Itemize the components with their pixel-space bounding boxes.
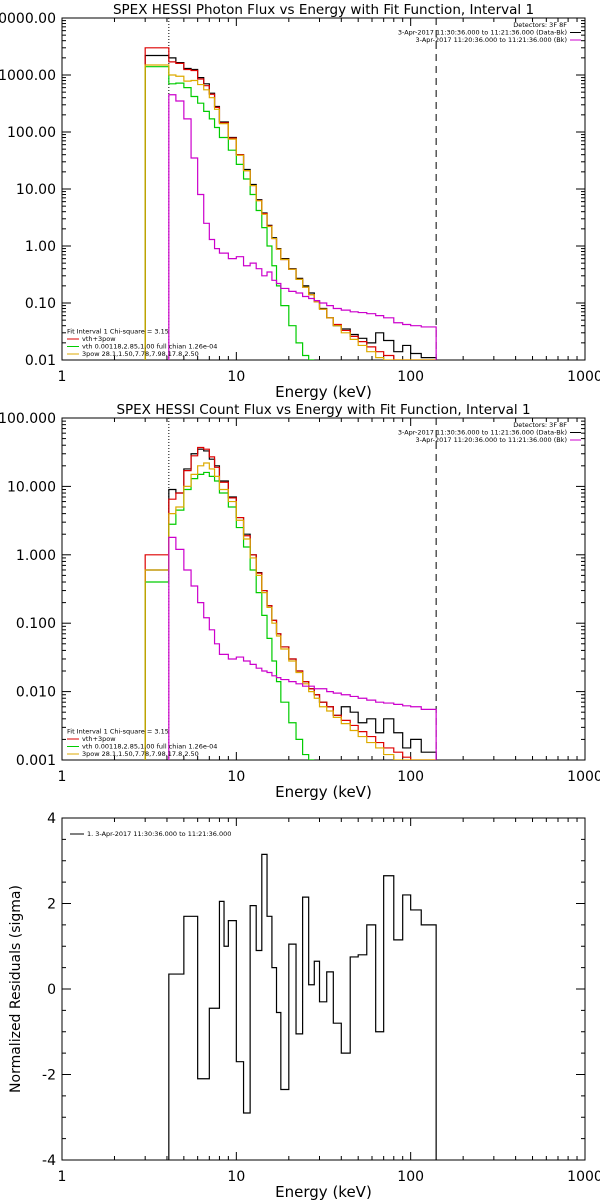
x-tick-label: 1 xyxy=(58,1169,67,1185)
legend-top-right-text: 3-Apr-2017 11:30:36.000 to 11:21:36.000 … xyxy=(398,29,567,37)
y-tick-label: 0.010 xyxy=(16,685,56,701)
legend-top-right-text: Detectors: 3F 8F xyxy=(513,421,567,429)
x-tick-label: 100 xyxy=(397,769,424,785)
y-tick-label: 0.10 xyxy=(25,296,56,312)
x-axis-label: Energy (keV) xyxy=(275,1183,372,1200)
legend-top-right-text: 3-Apr-2017 11:20:36.000 to 11:21:36.000 … xyxy=(416,436,567,444)
chart-panel-2: 1 10 100 1000 0.001 0.010 0.100 1.000 10.000 100.… xyxy=(0,402,600,801)
data-series-3 xyxy=(144,66,315,360)
x-axis-label: Energy (keV) xyxy=(275,383,372,401)
data-series-2 xyxy=(144,47,437,360)
legend-top-left-text: 1. 3-Apr-2017 11:30:36.000 to 11:21:36.0… xyxy=(87,830,231,838)
legend-top-right-text: 3-Apr-2017 11:30:36.000 to 11:21:36.000 … xyxy=(398,429,567,437)
y-tick-label: 0.100 xyxy=(16,616,56,632)
x-tick-label: 1000 xyxy=(567,369,600,385)
data-series-1 xyxy=(144,448,437,760)
data-series-3 xyxy=(144,471,315,760)
y-tick-label: 1.000 xyxy=(16,548,56,564)
x-tick-label: 1000 xyxy=(567,769,600,785)
y-tick-label: 0 xyxy=(47,982,56,998)
y-tick-label: 2 xyxy=(47,897,56,913)
legend-top-right-text: 3-Apr-2017 11:20:36.000 to 11:21:36.000 … xyxy=(416,36,567,44)
plot-frame xyxy=(61,817,586,1161)
legend-bottom-left-text: Fit Interval 1 Chi-square = 3.15 xyxy=(67,728,169,736)
x-tick-label: 10 xyxy=(227,769,245,785)
data-series-4 xyxy=(144,64,437,360)
data-series-group xyxy=(168,853,437,1160)
y-tick-label: 0.01 xyxy=(25,353,56,369)
data-series-2 xyxy=(144,446,437,760)
y-tick-label: 4 xyxy=(47,811,56,827)
data-series-4 xyxy=(144,462,437,760)
x-tick-label: 10 xyxy=(227,1169,245,1185)
legend-bottom-left-text: Fit Interval 1 Chi-square = 3.15 xyxy=(67,328,169,336)
chart-title: SPEX HESSI Count Flux vs Energy with Fit… xyxy=(116,402,530,418)
plot-frame xyxy=(61,417,586,761)
chart-panel-3: 1 10 100 1000 -4 -2 0 2 4 Energy (keV) Normalized … xyxy=(8,811,600,1200)
x-axis-label: Energy (keV) xyxy=(275,783,372,801)
data-series-1 xyxy=(144,54,437,360)
legend-bottom-left-text: vth+3pow xyxy=(82,335,116,343)
y-tick-label: 10.00 xyxy=(16,182,56,198)
x-tick-label: 1 xyxy=(58,369,67,385)
y-tick-label: 1000.00 xyxy=(0,68,56,84)
legend-bottom-left-text: vth 0.00118,2.85,1.00 full chian 1.26e-0… xyxy=(82,343,217,351)
x-tick-label: 100 xyxy=(397,369,424,385)
data-series-1 xyxy=(168,853,437,1160)
x-tick-label: 100 xyxy=(397,1169,424,1185)
legend-bottom-left-text: 3pow 28.1,1.50,7.78,7.98,17.8,2.50 xyxy=(82,750,199,758)
y-tick-label: -4 xyxy=(42,1153,56,1169)
chart-title: SPEX HESSI Photon Flux vs Energy with Fi… xyxy=(113,2,534,18)
legend-bottom-left-text: vth 0.00118,2.85,1.00 full chian 1.26e-0… xyxy=(82,743,217,751)
legend-top-right-text: Detectors: 3F 8F xyxy=(513,21,567,29)
legend-bottom-left-text: vth+3pow xyxy=(82,735,116,743)
chart-panel-1: 1 10 100 1000 0.01 0.10 1.00 10.00 100.00 1000.00… xyxy=(0,2,600,401)
x-tick-label: 1000 xyxy=(567,1169,600,1185)
x-tick-label: 10 xyxy=(227,369,245,385)
data-series-group xyxy=(144,446,437,760)
y-tick-label: 100.000 xyxy=(0,411,56,427)
y-tick-label: 1.00 xyxy=(25,239,56,255)
data-series-5 xyxy=(168,536,437,760)
data-series-5 xyxy=(168,94,437,360)
y-axis-label: Normalized Residuals (sigma) xyxy=(8,885,24,1093)
data-series-group xyxy=(144,47,437,360)
x-tick-label: 1 xyxy=(58,769,67,785)
y-tick-label: -2 xyxy=(42,1068,56,1084)
legend-bottom-left-text: 3pow 28.1,1.50,7.78,7.98,17.8,2.50 xyxy=(82,350,199,358)
y-tick-label: 100.00 xyxy=(7,125,56,141)
y-tick-label: 0.001 xyxy=(16,753,56,769)
y-tick-label: 10.000 xyxy=(7,479,56,495)
